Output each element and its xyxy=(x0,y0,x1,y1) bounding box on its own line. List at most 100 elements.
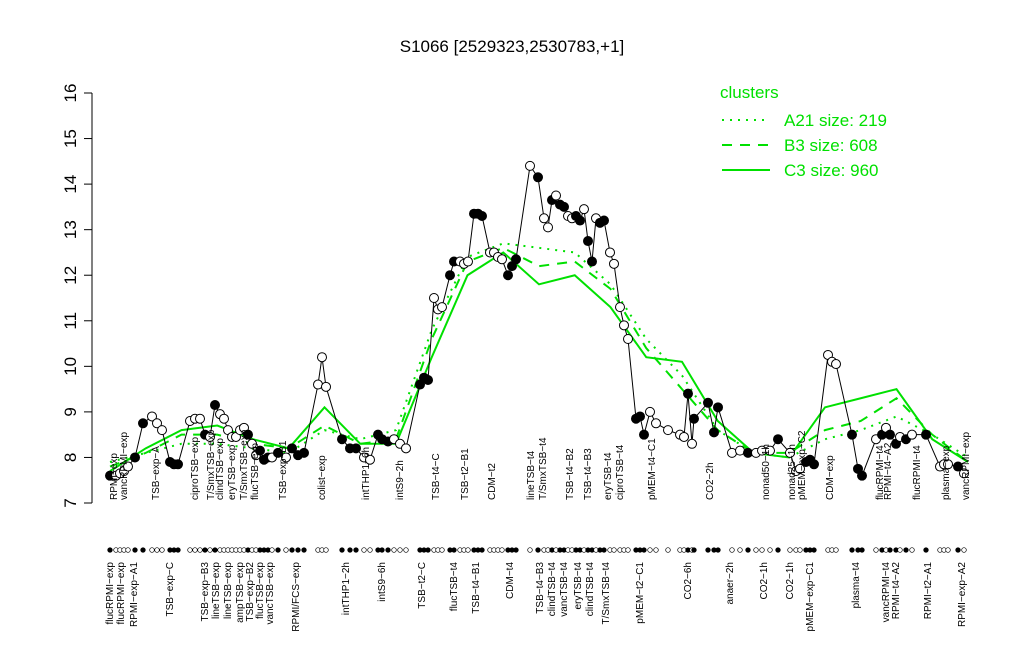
rug-dot xyxy=(125,547,131,553)
rug-dot xyxy=(295,547,301,553)
bottom-label: eryTSB−t4 xyxy=(573,562,584,610)
data-point xyxy=(365,454,375,465)
top-label: RPMI−exp xyxy=(109,453,120,500)
top-label: flucRPMI−t4 xyxy=(875,445,886,500)
rug-dot xyxy=(797,547,803,553)
data-point xyxy=(765,445,775,456)
data-point xyxy=(287,443,297,454)
data-point xyxy=(477,211,487,221)
top-label: nonad25−1h xyxy=(787,444,798,500)
bottom-label: TSB−exp−B2 xyxy=(245,562,256,622)
rug-dot xyxy=(439,547,445,553)
rug-dot xyxy=(787,547,793,553)
rug-dot xyxy=(107,547,113,553)
rug-dot xyxy=(339,547,345,553)
bottom-label: intS9−6h xyxy=(377,562,388,602)
rug-dot xyxy=(961,547,967,553)
data-point xyxy=(503,270,513,281)
data-point xyxy=(123,461,133,472)
rug-dot xyxy=(909,547,915,553)
top-label: lineTSB−t4 xyxy=(526,450,537,500)
rug-dot xyxy=(149,547,155,553)
y-tick-label: 7 xyxy=(61,498,80,507)
rug-dot xyxy=(611,547,617,553)
data-point xyxy=(243,429,253,440)
data-point xyxy=(273,447,283,458)
data-point xyxy=(497,254,507,265)
top-label: ciproTSB−exp xyxy=(190,436,201,500)
bottom-label: flucTSB−exp xyxy=(255,562,266,619)
data-point xyxy=(219,413,229,424)
data-point xyxy=(635,411,645,422)
data-point xyxy=(299,447,309,458)
bottom-label: lineTSB−exp xyxy=(223,562,234,619)
rug-dot xyxy=(283,547,289,553)
data-point xyxy=(157,425,167,436)
legend-label: C3 size: 960 xyxy=(784,161,879,180)
data-point xyxy=(599,215,609,226)
data-point xyxy=(147,411,157,422)
data-point xyxy=(679,431,689,442)
data-point xyxy=(195,413,205,424)
bottom-label: RPMI/FCS−exp xyxy=(291,562,302,632)
data-point xyxy=(645,406,655,417)
rug-dot xyxy=(361,547,367,553)
data-point xyxy=(785,447,795,458)
rug-dot xyxy=(849,547,855,553)
data-point xyxy=(437,302,447,313)
rug-dot xyxy=(367,547,373,553)
data-point xyxy=(210,400,220,411)
top-label: vancRPMI−exp xyxy=(119,431,130,500)
data-point xyxy=(795,463,805,474)
rug-dot xyxy=(715,547,721,553)
rug-dot xyxy=(737,547,743,553)
top-label: intS9−2h xyxy=(395,460,406,500)
top-label: T/SmxTSB−exp xyxy=(239,429,250,500)
rug-dot xyxy=(192,547,198,553)
top-label: CO2−2h xyxy=(705,462,716,500)
y-tick-label: 15 xyxy=(61,129,80,148)
data-point xyxy=(445,270,455,281)
rug-dot xyxy=(753,547,759,553)
data-point xyxy=(615,302,625,313)
rug-dot xyxy=(140,547,146,553)
rug-dot xyxy=(859,547,865,553)
rug-dot xyxy=(641,547,647,553)
rug-dot xyxy=(269,547,275,553)
data-point xyxy=(619,320,629,331)
data-point xyxy=(959,468,969,479)
rug-dot xyxy=(323,547,329,553)
rug-dot xyxy=(175,547,181,553)
top-label: TSB−exp−A xyxy=(151,446,162,500)
bottom-label: flucRPMI−exp xyxy=(105,562,116,625)
data-point xyxy=(130,452,140,463)
top-label: flucTSB−exp xyxy=(250,443,261,500)
bottom-label: CO2−1h xyxy=(759,562,770,600)
top-label: plasma−exp xyxy=(941,445,952,500)
rug-dot xyxy=(653,547,659,553)
top-label: TSB−t4−B2 xyxy=(565,448,576,500)
bottom-label: ampTSB−exp xyxy=(235,562,246,623)
y-tick-label: 12 xyxy=(61,266,80,285)
bottom-label: TSB−exp−B3 xyxy=(200,562,211,622)
data-point xyxy=(539,213,549,224)
rug-dot xyxy=(775,547,781,553)
bottom-label: vancRPMI−t4 xyxy=(881,562,892,623)
rug-dot xyxy=(275,547,281,553)
rug-dot xyxy=(187,547,193,553)
data-point xyxy=(847,429,857,440)
data-point xyxy=(907,429,917,440)
top-label: TSB−t4−B3 xyxy=(583,448,594,500)
top-label: TSB−t4−C xyxy=(431,453,442,500)
rug-dot xyxy=(745,547,751,553)
data-point xyxy=(351,443,361,454)
rug-dot xyxy=(159,547,165,553)
data-point xyxy=(709,427,719,438)
data-point xyxy=(429,293,439,303)
data-point xyxy=(885,429,895,440)
legend-title: clusters xyxy=(720,83,779,102)
data-point xyxy=(173,459,183,470)
top-label: flucRPMI−t4 xyxy=(912,445,923,500)
rug-dot xyxy=(691,547,697,553)
